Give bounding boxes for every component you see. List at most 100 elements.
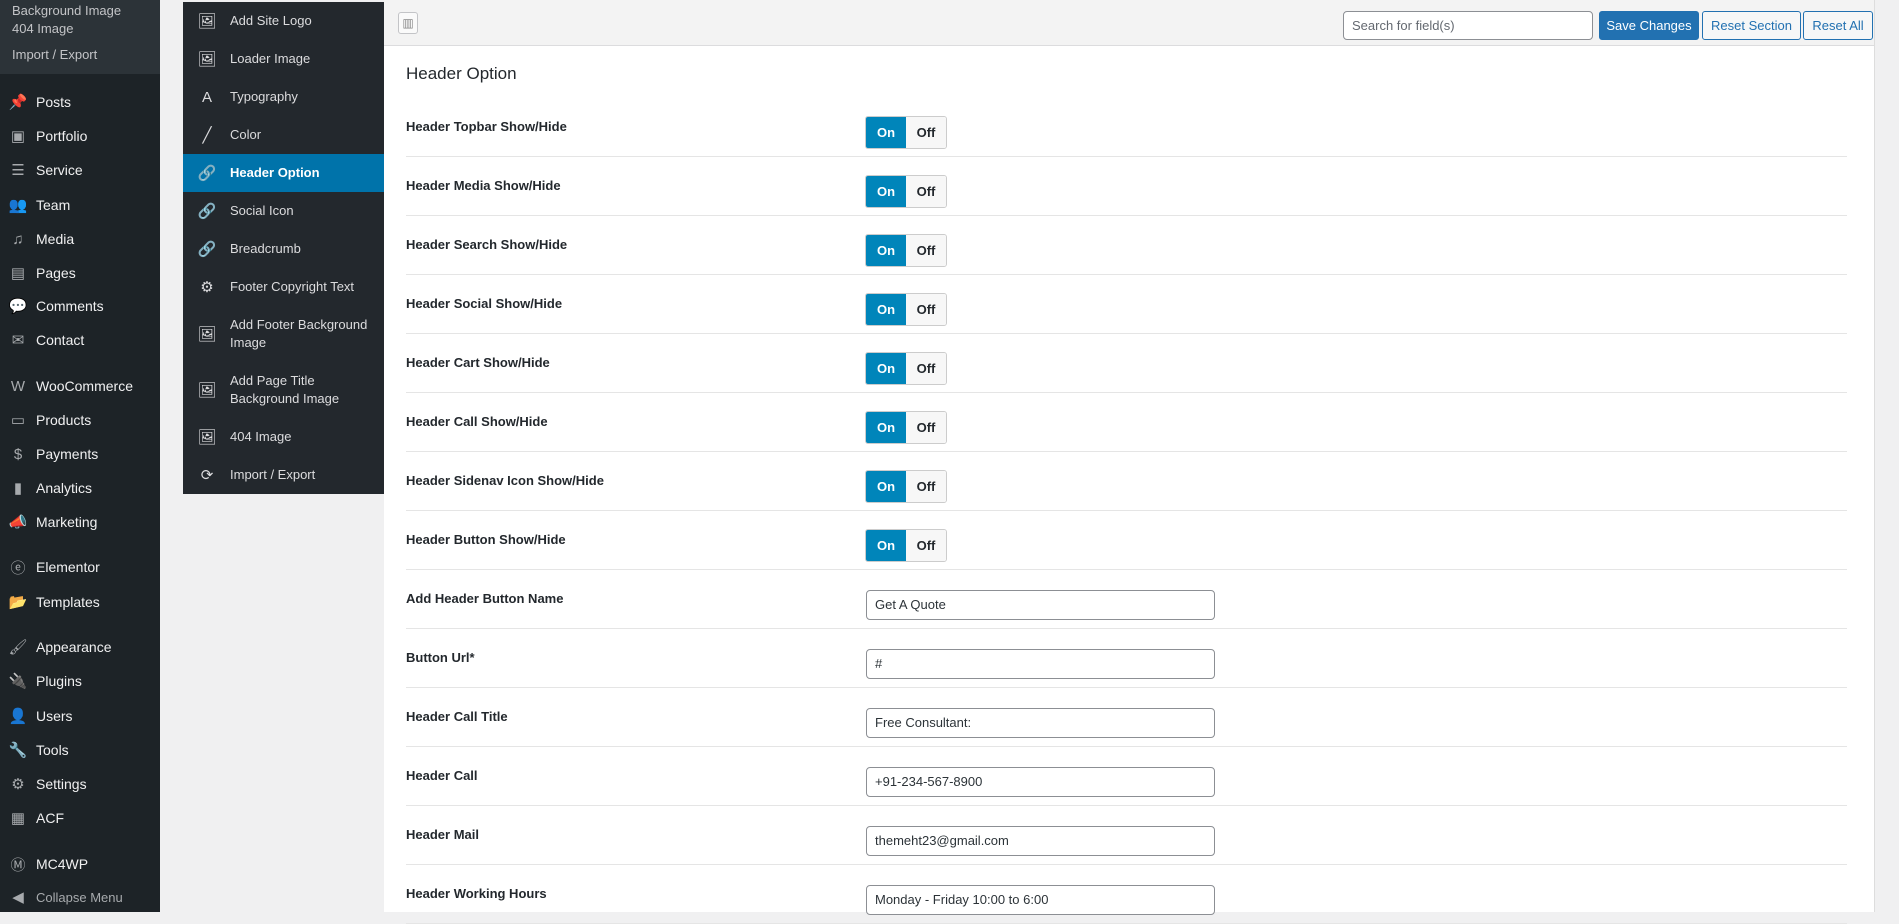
menu-item-team[interactable]: 👥 Team	[0, 188, 160, 222]
on-off-switch[interactable]: On Off	[865, 175, 947, 208]
pages-icon: ▤	[10, 265, 26, 282]
menu-item-elementor[interactable]: ⓔ Elementor	[0, 550, 160, 584]
switch-on[interactable]: On	[866, 176, 906, 207]
menu-item-label: Portfolio	[36, 128, 88, 144]
menu-item-tools[interactable]: 🔧 Tools	[0, 733, 160, 767]
menu-item-label: Contact	[36, 332, 85, 348]
options-tab-loader-image[interactable]: 🖼 Loader Image	[183, 40, 384, 78]
options-tab-social-icon[interactable]: 🔗 Social Icon	[183, 192, 384, 230]
button-url-input[interactable]: #	[866, 649, 1215, 679]
submenu-item-404-image[interactable]: 404 Image	[12, 21, 74, 36]
menu-item-woocommerce[interactable]: W WooCommerce	[0, 369, 160, 403]
options-tab-add-page-title-background-image[interactable]: 🖼 Add Page Title Background Image	[183, 362, 384, 418]
options-tab-add-site-logo[interactable]: 🖼 Add Site Logo	[183, 2, 384, 40]
search-input[interactable]	[1343, 11, 1593, 40]
submenu-item-background-image[interactable]: Background Image	[12, 3, 122, 18]
menu-item-mc4wp[interactable]: Ⓜ MC4WP	[0, 847, 160, 881]
header-call-title-input[interactable]: Free Consultant:	[866, 708, 1215, 738]
header-working-hours-input[interactable]: Monday - Friday 10:00 to 6:00	[866, 885, 1215, 915]
header-mail-input[interactable]: themeht23@gmail.com	[866, 826, 1215, 856]
menu-item-media[interactable]: ♫ Media	[0, 222, 160, 256]
megaphone-icon: 📣	[8, 514, 28, 531]
menu-item-acf[interactable]: ▦ ACF	[0, 801, 160, 835]
options-tab-import-export[interactable]: ⟳ Import / Export	[183, 456, 384, 494]
expand-layout-icon[interactable]: ▥	[398, 12, 418, 34]
options-tab-label: Breadcrumb	[230, 241, 301, 256]
link-icon: 🔗	[197, 165, 217, 182]
options-tab-color[interactable]: ╱ Color	[183, 116, 384, 154]
folder-icon: 📂	[8, 594, 28, 611]
submenu-item-import-export[interactable]: Import / Export	[12, 47, 98, 62]
menu-item-comments[interactable]: 💬 Comments	[0, 289, 160, 323]
on-off-switch[interactable]: On Off	[865, 116, 947, 149]
on-off-switch[interactable]: On Off	[865, 293, 947, 326]
on-off-switch[interactable]: On Off	[865, 529, 947, 562]
field-row-header-social-show-hide: Header Social Show/Hide On Off	[406, 275, 1847, 334]
menu-item-users[interactable]: 👤 Users	[0, 699, 160, 733]
menu-item-templates[interactable]: 📂 Templates	[0, 585, 160, 619]
brush-icon: 🖌	[8, 639, 28, 656]
options-tab-404-image[interactable]: 🖼 404 Image	[183, 418, 384, 456]
field-row-header-search-show-hide: Header Search Show/Hide On Off	[406, 216, 1847, 275]
wp-submenu: Background Image 404 Image Import / Expo…	[0, 0, 160, 74]
switch-on[interactable]: On	[866, 117, 906, 148]
switch-off[interactable]: Off	[906, 530, 946, 561]
on-off-switch[interactable]: On Off	[865, 234, 947, 267]
menu-item-portfolio[interactable]: ▣ Portfolio	[0, 119, 160, 153]
menu-item-label: Plugins	[36, 673, 82, 689]
add-header-button-name-input[interactable]: Get A Quote	[866, 590, 1215, 620]
menu-item-contact[interactable]: ✉ Contact	[0, 323, 160, 357]
menu-item-plugins[interactable]: 🔌 Plugins	[0, 664, 160, 698]
switch-off[interactable]: Off	[906, 176, 946, 207]
switch-on[interactable]: On	[866, 353, 906, 384]
switch-off[interactable]: Off	[906, 235, 946, 266]
menu-item-analytics[interactable]: ▮ Analytics	[0, 471, 160, 505]
gear-icon: ⚙	[200, 279, 214, 296]
menu-item-settings[interactable]: ⚙ Settings	[0, 767, 160, 801]
switch-on[interactable]: On	[866, 471, 906, 502]
menu-item-label: Users	[36, 708, 73, 724]
menu-item-appearance[interactable]: 🖌 Appearance	[0, 630, 160, 664]
bar-chart-icon: ▮	[13, 480, 23, 497]
options-tab-add-footer-background-image[interactable]: 🖼 Add Footer Background Image	[183, 306, 384, 362]
menu-item-posts[interactable]: 📌 Posts	[0, 85, 160, 119]
switch-off[interactable]: Off	[906, 412, 946, 443]
reset-all-button[interactable]: Reset All	[1803, 11, 1873, 40]
collapse-icon: ◀	[12, 889, 24, 906]
switch-on[interactable]: On	[866, 235, 906, 266]
switch-on[interactable]: On	[866, 294, 906, 325]
menu-item-collapse-menu[interactable]: ◀ Collapse Menu	[0, 880, 160, 914]
options-tab-label: 404 Image	[230, 429, 292, 444]
switch-off[interactable]: Off	[906, 353, 946, 384]
options-tab-header-option[interactable]: 🔗 Header Option	[183, 154, 384, 192]
link-icon: 🔗	[197, 203, 217, 220]
options-tab-footer-copyright-text[interactable]: ⚙ Footer Copyright Text	[183, 268, 384, 306]
on-off-switch[interactable]: On Off	[865, 470, 947, 503]
header-call-input[interactable]: +91-234-567-8900	[866, 767, 1215, 797]
options-toolbar: ▥ Save Changes Reset Section Reset All	[384, 0, 1874, 46]
switch-on[interactable]: On	[866, 530, 906, 561]
field-label: Header Call	[406, 768, 478, 783]
field-row-header-cart-show-hide: Header Cart Show/Hide On Off	[406, 334, 1847, 393]
menu-item-label: Collapse Menu	[36, 889, 123, 905]
menu-item-marketing[interactable]: 📣 Marketing	[0, 505, 160, 539]
options-tab-typography[interactable]: A Typography	[183, 78, 384, 116]
field-row-header-mail: Header Mail themeht23@gmail.com	[406, 806, 1847, 865]
switch-off[interactable]: Off	[906, 294, 946, 325]
on-off-switch[interactable]: On Off	[865, 411, 947, 444]
menu-item-label: Media	[36, 231, 75, 247]
menu-item-products[interactable]: ▭ Products	[0, 403, 160, 437]
options-tab-breadcrumb[interactable]: 🔗 Breadcrumb	[183, 230, 384, 268]
menu-item-label: Service	[36, 162, 83, 178]
save-changes-button[interactable]: Save Changes	[1599, 11, 1699, 40]
menu-item-pages[interactable]: ▤ Pages	[0, 256, 160, 290]
switch-off[interactable]: Off	[906, 471, 946, 502]
menu-item-service[interactable]: ☰ Service	[0, 153, 160, 187]
switch-off[interactable]: Off	[906, 117, 946, 148]
reset-section-button[interactable]: Reset Section	[1702, 11, 1801, 40]
section-title: Header Option	[406, 64, 517, 83]
on-off-switch[interactable]: On Off	[865, 352, 947, 385]
field-row-header-media-show-hide: Header Media Show/Hide On Off	[406, 157, 1847, 216]
switch-on[interactable]: On	[866, 412, 906, 443]
menu-item-payments[interactable]: $ Payments	[0, 437, 160, 471]
